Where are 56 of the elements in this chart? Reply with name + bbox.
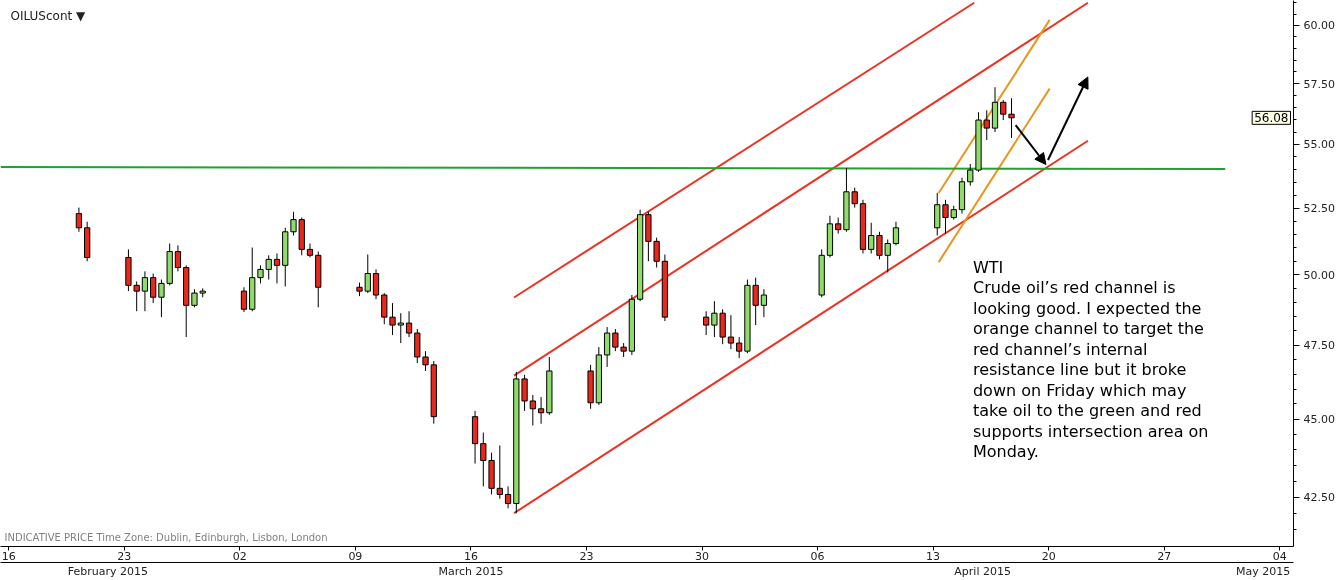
candlestick — [240, 286, 248, 313]
y-tick-label: 57.50 — [1303, 77, 1335, 91]
candlestick — [273, 252, 281, 284]
x-tick-label: 06 — [810, 549, 825, 563]
candlestick — [603, 326, 611, 368]
candlestick — [1008, 97, 1015, 139]
candlestick — [414, 328, 421, 364]
candlestick — [736, 336, 743, 359]
x2-tick-label: May 2015 — [1236, 564, 1291, 578]
candlestick — [150, 273, 157, 304]
candlestick — [703, 310, 710, 336]
y-tick-label: 55.00 — [1303, 138, 1335, 152]
y-tick-label: 42.50 — [1303, 491, 1335, 505]
candlestick — [174, 244, 182, 272]
x-tick-label: 13 — [926, 549, 941, 563]
candlestick — [496, 445, 503, 500]
candlestick — [504, 485, 512, 509]
candlestick — [372, 268, 380, 300]
candlestick — [529, 394, 536, 426]
y-tick-label: 50.00 — [1303, 268, 1335, 282]
candlestick — [381, 292, 388, 325]
y-tick-label: 60.00 — [1303, 19, 1335, 33]
x-tick-label: 16 — [1, 549, 16, 563]
x-tick-label: 23 — [117, 549, 132, 563]
x-tick-label: 23 — [579, 549, 594, 563]
candlestick — [141, 270, 149, 312]
candlestick — [727, 314, 735, 350]
candlestick — [257, 264, 264, 284]
candlestick — [967, 163, 974, 187]
candlestick — [265, 254, 272, 281]
candlestick — [75, 207, 83, 233]
x-tick-label: 27 — [1157, 549, 1172, 563]
x-tick-label: 16 — [463, 549, 478, 563]
candlestick — [612, 328, 619, 352]
x-tick-label: 02 — [232, 549, 247, 563]
text: OILUScont ▼ — [10, 8, 87, 23]
x-tick-label: 20 — [1041, 549, 1056, 563]
y-tick-label: 45.00 — [1303, 413, 1335, 427]
candlestick — [405, 310, 413, 338]
x2-tick-label: March 2015 — [438, 564, 504, 578]
x-tick-label: 04 — [1272, 549, 1287, 563]
y-tick-label: 52.50 — [1303, 202, 1335, 216]
candlestick — [1000, 99, 1007, 121]
x2-tick-label: February 2015 — [67, 564, 148, 578]
candlestick — [422, 350, 429, 372]
candlestick — [537, 396, 545, 425]
annotation: INDICATIVE PRICE Time Zone: Dublin, Edinburgh, Lisbon, London — [4, 531, 328, 543]
annotation: 56.08 — [1254, 111, 1289, 126]
x-tick-label: 09 — [348, 549, 363, 563]
y-tick-label: 47.50 — [1303, 339, 1335, 353]
x2-tick-label: April 2015 — [954, 564, 1011, 578]
x-tick-label: 30 — [695, 549, 710, 563]
text: WTI Crude oil’s red channel is looking good. I expected the orange channel to target the red channel’s internal resistance line but it broke down on Friday which may take oil to the green and red supports intersection area on Monday. — [972, 257, 1209, 462]
candlestick — [191, 288, 198, 308]
candlestick — [892, 221, 900, 246]
candlestick — [760, 288, 768, 318]
